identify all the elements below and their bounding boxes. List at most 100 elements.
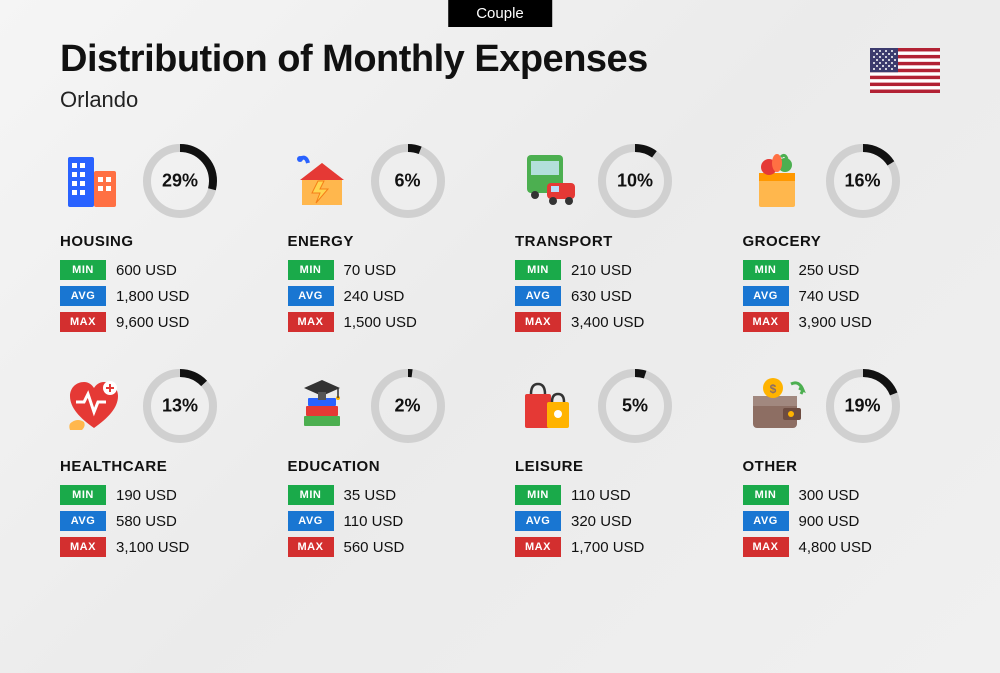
max-value: 9,600 USD — [116, 314, 189, 331]
category-card-other: $ 19% OTHER MIN 300 USD AVG 900 USD MAX … — [743, 368, 941, 563]
category-card-housing: 29% HOUSING MIN 600 USD AVG 1,800 USD MA… — [60, 143, 258, 338]
category-name: HOUSING — [60, 233, 258, 250]
min-badge: MIN — [288, 485, 334, 505]
header: Distribution of Monthly Expenses Orlando — [0, 0, 1000, 113]
percent-label: 5% — [622, 396, 648, 417]
buildings-icon — [60, 147, 128, 215]
avg-badge: AVG — [515, 511, 561, 531]
percent-label: 10% — [617, 171, 653, 192]
min-value: 600 USD — [116, 262, 177, 279]
percent-donut: 29% — [142, 143, 218, 219]
stat-min: MIN 210 USD — [515, 260, 713, 280]
max-value: 3,100 USD — [116, 539, 189, 556]
min-badge: MIN — [743, 260, 789, 280]
avg-badge: AVG — [743, 286, 789, 306]
stat-avg: AVG 630 USD — [515, 286, 713, 306]
category-card-education: 2% EDUCATION MIN 35 USD AVG 110 USD MAX … — [288, 368, 486, 563]
stat-avg: AVG 240 USD — [288, 286, 486, 306]
avg-badge: AVG — [743, 511, 789, 531]
category-card-transport: 10% TRANSPORT MIN 210 USD AVG 630 USD MA… — [515, 143, 713, 338]
min-badge: MIN — [288, 260, 334, 280]
category-name: OTHER — [743, 458, 941, 475]
stat-min: MIN 250 USD — [743, 260, 941, 280]
percent-label: 2% — [394, 396, 420, 417]
avg-badge: AVG — [60, 511, 106, 531]
stat-max: MAX 4,800 USD — [743, 537, 941, 557]
min-badge: MIN — [743, 485, 789, 505]
min-badge: MIN — [60, 260, 106, 280]
stat-avg: AVG 1,800 USD — [60, 286, 258, 306]
stat-avg: AVG 740 USD — [743, 286, 941, 306]
graduation-books-icon — [288, 372, 356, 440]
avg-value: 900 USD — [799, 513, 860, 530]
shopping-bags-icon — [515, 372, 583, 440]
avg-value: 1,800 USD — [116, 288, 189, 305]
stat-min: MIN 35 USD — [288, 485, 486, 505]
min-badge: MIN — [60, 485, 106, 505]
stat-max: MAX 1,700 USD — [515, 537, 713, 557]
stat-min: MIN 70 USD — [288, 260, 486, 280]
percent-label: 13% — [162, 396, 198, 417]
svg-text:$: $ — [769, 382, 776, 396]
percent-donut: 10% — [597, 143, 673, 219]
percent-donut: 2% — [370, 368, 446, 444]
max-badge: MAX — [288, 537, 334, 557]
avg-value: 740 USD — [799, 288, 860, 305]
max-value: 3,900 USD — [799, 314, 872, 331]
stat-max: MAX 560 USD — [288, 537, 486, 557]
min-value: 35 USD — [344, 487, 397, 504]
page-subtitle: Orlando — [60, 87, 940, 113]
avg-value: 240 USD — [344, 288, 405, 305]
category-name: ENERGY — [288, 233, 486, 250]
percent-donut: 19% — [825, 368, 901, 444]
percent-label: 16% — [844, 171, 880, 192]
category-card-healthcare: 13% HEALTHCARE MIN 190 USD AVG 580 USD M… — [60, 368, 258, 563]
stat-avg: AVG 110 USD — [288, 511, 486, 531]
max-badge: MAX — [743, 537, 789, 557]
min-value: 110 USD — [571, 487, 631, 504]
max-value: 4,800 USD — [799, 539, 872, 556]
stat-min: MIN 300 USD — [743, 485, 941, 505]
energy-house-icon — [288, 147, 356, 215]
min-badge: MIN — [515, 260, 561, 280]
max-badge: MAX — [60, 537, 106, 557]
min-value: 210 USD — [571, 262, 632, 279]
stat-min: MIN 600 USD — [60, 260, 258, 280]
percent-label: 19% — [844, 396, 880, 417]
stat-max: MAX 3,400 USD — [515, 312, 713, 332]
percent-donut: 16% — [825, 143, 901, 219]
page-title: Distribution of Monthly Expenses — [60, 38, 940, 81]
avg-value: 320 USD — [571, 513, 632, 530]
wallet-icon: $ — [743, 372, 811, 440]
avg-badge: AVG — [288, 286, 334, 306]
min-badge: MIN — [515, 485, 561, 505]
stat-min: MIN 190 USD — [60, 485, 258, 505]
max-badge: MAX — [60, 312, 106, 332]
stat-max: MAX 1,500 USD — [288, 312, 486, 332]
max-badge: MAX — [743, 312, 789, 332]
stat-avg: AVG 580 USD — [60, 511, 258, 531]
stat-max: MAX 9,600 USD — [60, 312, 258, 332]
category-name: GROCERY — [743, 233, 941, 250]
max-badge: MAX — [288, 312, 334, 332]
stat-min: MIN 110 USD — [515, 485, 713, 505]
us-flag-icon — [870, 48, 940, 93]
percent-donut: 6% — [370, 143, 446, 219]
category-name: EDUCATION — [288, 458, 486, 475]
avg-badge: AVG — [515, 286, 561, 306]
avg-value: 110 USD — [344, 513, 404, 530]
percent-label: 6% — [394, 171, 420, 192]
category-name: HEALTHCARE — [60, 458, 258, 475]
max-badge: MAX — [515, 537, 561, 557]
percent-donut: 5% — [597, 368, 673, 444]
healthcare-icon — [60, 372, 128, 440]
grocery-bag-icon — [743, 147, 811, 215]
stat-max: MAX 3,100 USD — [60, 537, 258, 557]
category-card-grocery: 16% GROCERY MIN 250 USD AVG 740 USD MAX … — [743, 143, 941, 338]
avg-badge: AVG — [288, 511, 334, 531]
min-value: 250 USD — [799, 262, 860, 279]
avg-badge: AVG — [60, 286, 106, 306]
max-value: 1,500 USD — [344, 314, 417, 331]
min-value: 70 USD — [344, 262, 397, 279]
bus-car-icon — [515, 147, 583, 215]
